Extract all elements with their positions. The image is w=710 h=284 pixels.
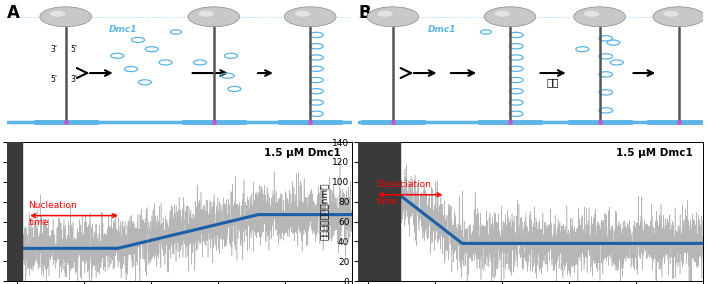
Circle shape [50,11,65,17]
Text: Nucleation: Nucleation [28,201,77,210]
Circle shape [367,7,419,27]
Circle shape [285,7,336,27]
Text: time: time [376,197,397,206]
Bar [359,142,400,281]
Text: 3': 3' [71,75,78,84]
Text: Dmc1: Dmc1 [427,25,456,34]
Text: 5': 5' [50,75,57,84]
Circle shape [198,11,214,17]
Circle shape [40,7,92,27]
Text: Dmc1: Dmc1 [109,25,137,34]
Text: time: time [28,218,49,227]
Circle shape [188,7,239,27]
Y-axis label: ブラウン運動（nm）: ブラウン運動（nm） [320,183,329,240]
Circle shape [295,11,310,17]
Text: Dissociation: Dissociation [376,180,432,189]
Circle shape [663,11,679,17]
Text: 5': 5' [71,45,78,54]
Bar [7,142,22,281]
Text: 1.5 μM Dmc1: 1.5 μM Dmc1 [264,148,342,158]
Text: 洗浄: 洗浄 [547,77,559,87]
Text: 1.5 μM Dmc1: 1.5 μM Dmc1 [616,148,692,158]
Circle shape [574,7,626,27]
Circle shape [484,7,536,27]
Circle shape [378,11,393,17]
Text: A: A [7,4,20,22]
Circle shape [494,11,510,17]
Text: 3': 3' [50,45,57,54]
Text: B: B [359,4,371,22]
Circle shape [584,11,599,17]
Circle shape [653,7,704,27]
